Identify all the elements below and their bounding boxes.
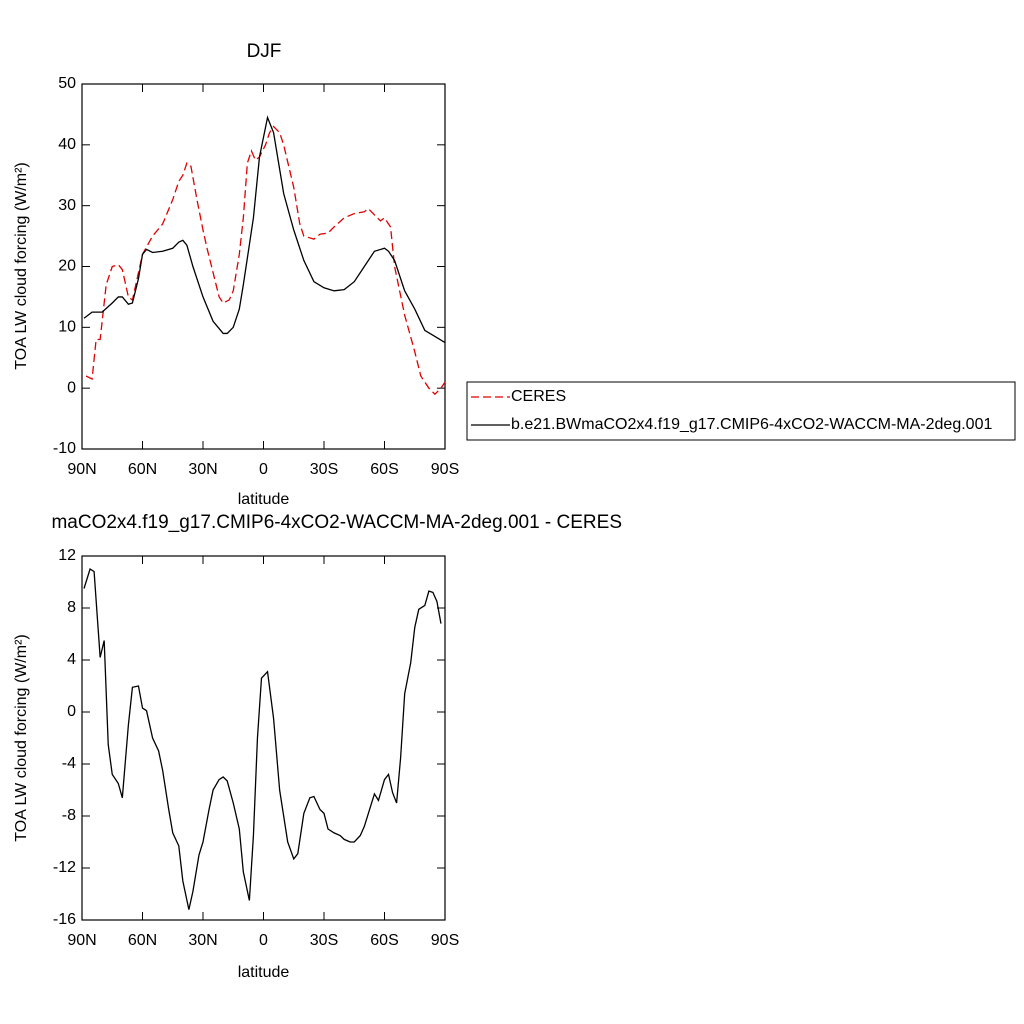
- x-tick-label: 60N: [128, 932, 157, 949]
- y-tick-label: 0: [67, 703, 76, 720]
- y-tick-label: -4: [62, 755, 76, 772]
- x-tick-label: 0: [259, 461, 268, 478]
- y-tick-label: -8: [62, 807, 76, 824]
- x-axis-label: latitude: [238, 491, 290, 508]
- y-tick-label: 4: [67, 651, 76, 668]
- x-tick-label: 30N: [188, 461, 217, 478]
- y-tick-label: 20: [58, 258, 76, 275]
- y-axis-label: TOA LW cloud forcing (W/m²): [13, 634, 30, 841]
- y-tick-label: -10: [53, 440, 76, 457]
- plot-frame: [81, 555, 446, 921]
- data-line: [83, 115, 446, 344]
- data-line: [85, 125, 446, 396]
- x-axis-label: latitude: [238, 964, 290, 981]
- x-tick-label: 90N: [67, 932, 96, 949]
- chart-title: maCO2x4.f19_g17.CMIP6-4xCO2-WACCM-MA-2de…: [51, 512, 622, 533]
- x-tick-label: 30S: [310, 461, 338, 478]
- chart-title: DJF: [247, 41, 282, 62]
- data-line: [83, 567, 442, 910]
- y-tick-label: 30: [58, 197, 76, 214]
- x-tick-label: 90N: [67, 461, 96, 478]
- y-tick-label: -16: [53, 911, 76, 928]
- x-tick-label: 90S: [431, 932, 459, 949]
- x-tick-label: 30N: [188, 932, 217, 949]
- x-tick-label: 60S: [370, 932, 398, 949]
- legend-label: b.e21.BWmaCO2x4.f19_g17.CMIP6-4xCO2-WACC…: [511, 416, 992, 433]
- legend-box: [466, 381, 1016, 441]
- y-tick-label: 8: [67, 599, 76, 616]
- y-tick-label: 10: [58, 319, 76, 336]
- x-tick-label: 0: [259, 932, 268, 949]
- y-tick-label: 40: [58, 136, 76, 153]
- y-tick-label: 0: [67, 379, 76, 396]
- x-tick-label: 90S: [431, 461, 459, 478]
- legend-label: CERES: [511, 388, 566, 405]
- x-tick-label: 60S: [370, 461, 398, 478]
- x-tick-label: 60N: [128, 461, 157, 478]
- y-tick-label: 50: [58, 75, 76, 92]
- y-tick-label: -12: [53, 859, 76, 876]
- y-axis-label: TOA LW cloud forcing (W/m²): [13, 162, 30, 369]
- y-tick-label: 12: [58, 547, 76, 564]
- x-tick-label: 30S: [310, 932, 338, 949]
